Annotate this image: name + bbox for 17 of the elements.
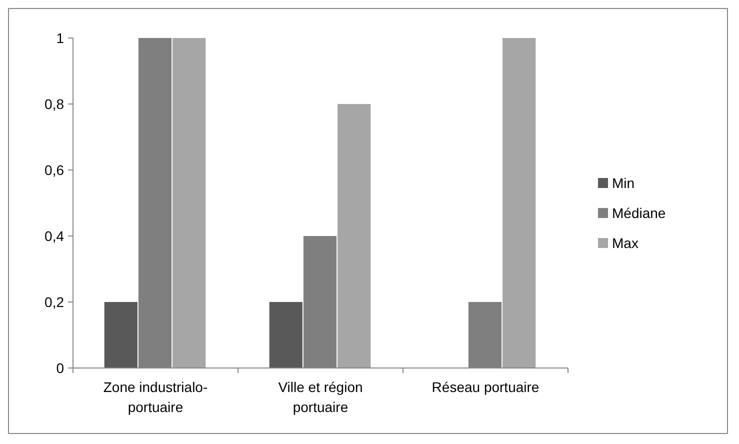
y-tick-label: 0,2 <box>44 294 64 310</box>
legend-label: Min <box>612 174 635 191</box>
y-tick-label: 0,4 <box>44 228 64 244</box>
y-tick-label: 0 <box>56 360 64 376</box>
x-tick-label: Réseau portuaire <box>432 379 540 395</box>
bar <box>172 38 206 368</box>
legend-label: Médiane <box>612 204 666 221</box>
bar <box>502 38 536 368</box>
bar <box>338 104 371 368</box>
bar <box>104 302 138 368</box>
legend-label: Max <box>612 234 638 251</box>
x-tick-label: Ville et région portuaire <box>278 379 363 415</box>
y-tick-label: 0,6 <box>44 162 64 178</box>
bar <box>269 302 302 368</box>
y-tick-label: 0,8 <box>44 96 64 112</box>
y-tick-label: 1 <box>56 30 64 46</box>
x-tick-label: Zone industrialo-portuaire <box>103 379 208 415</box>
